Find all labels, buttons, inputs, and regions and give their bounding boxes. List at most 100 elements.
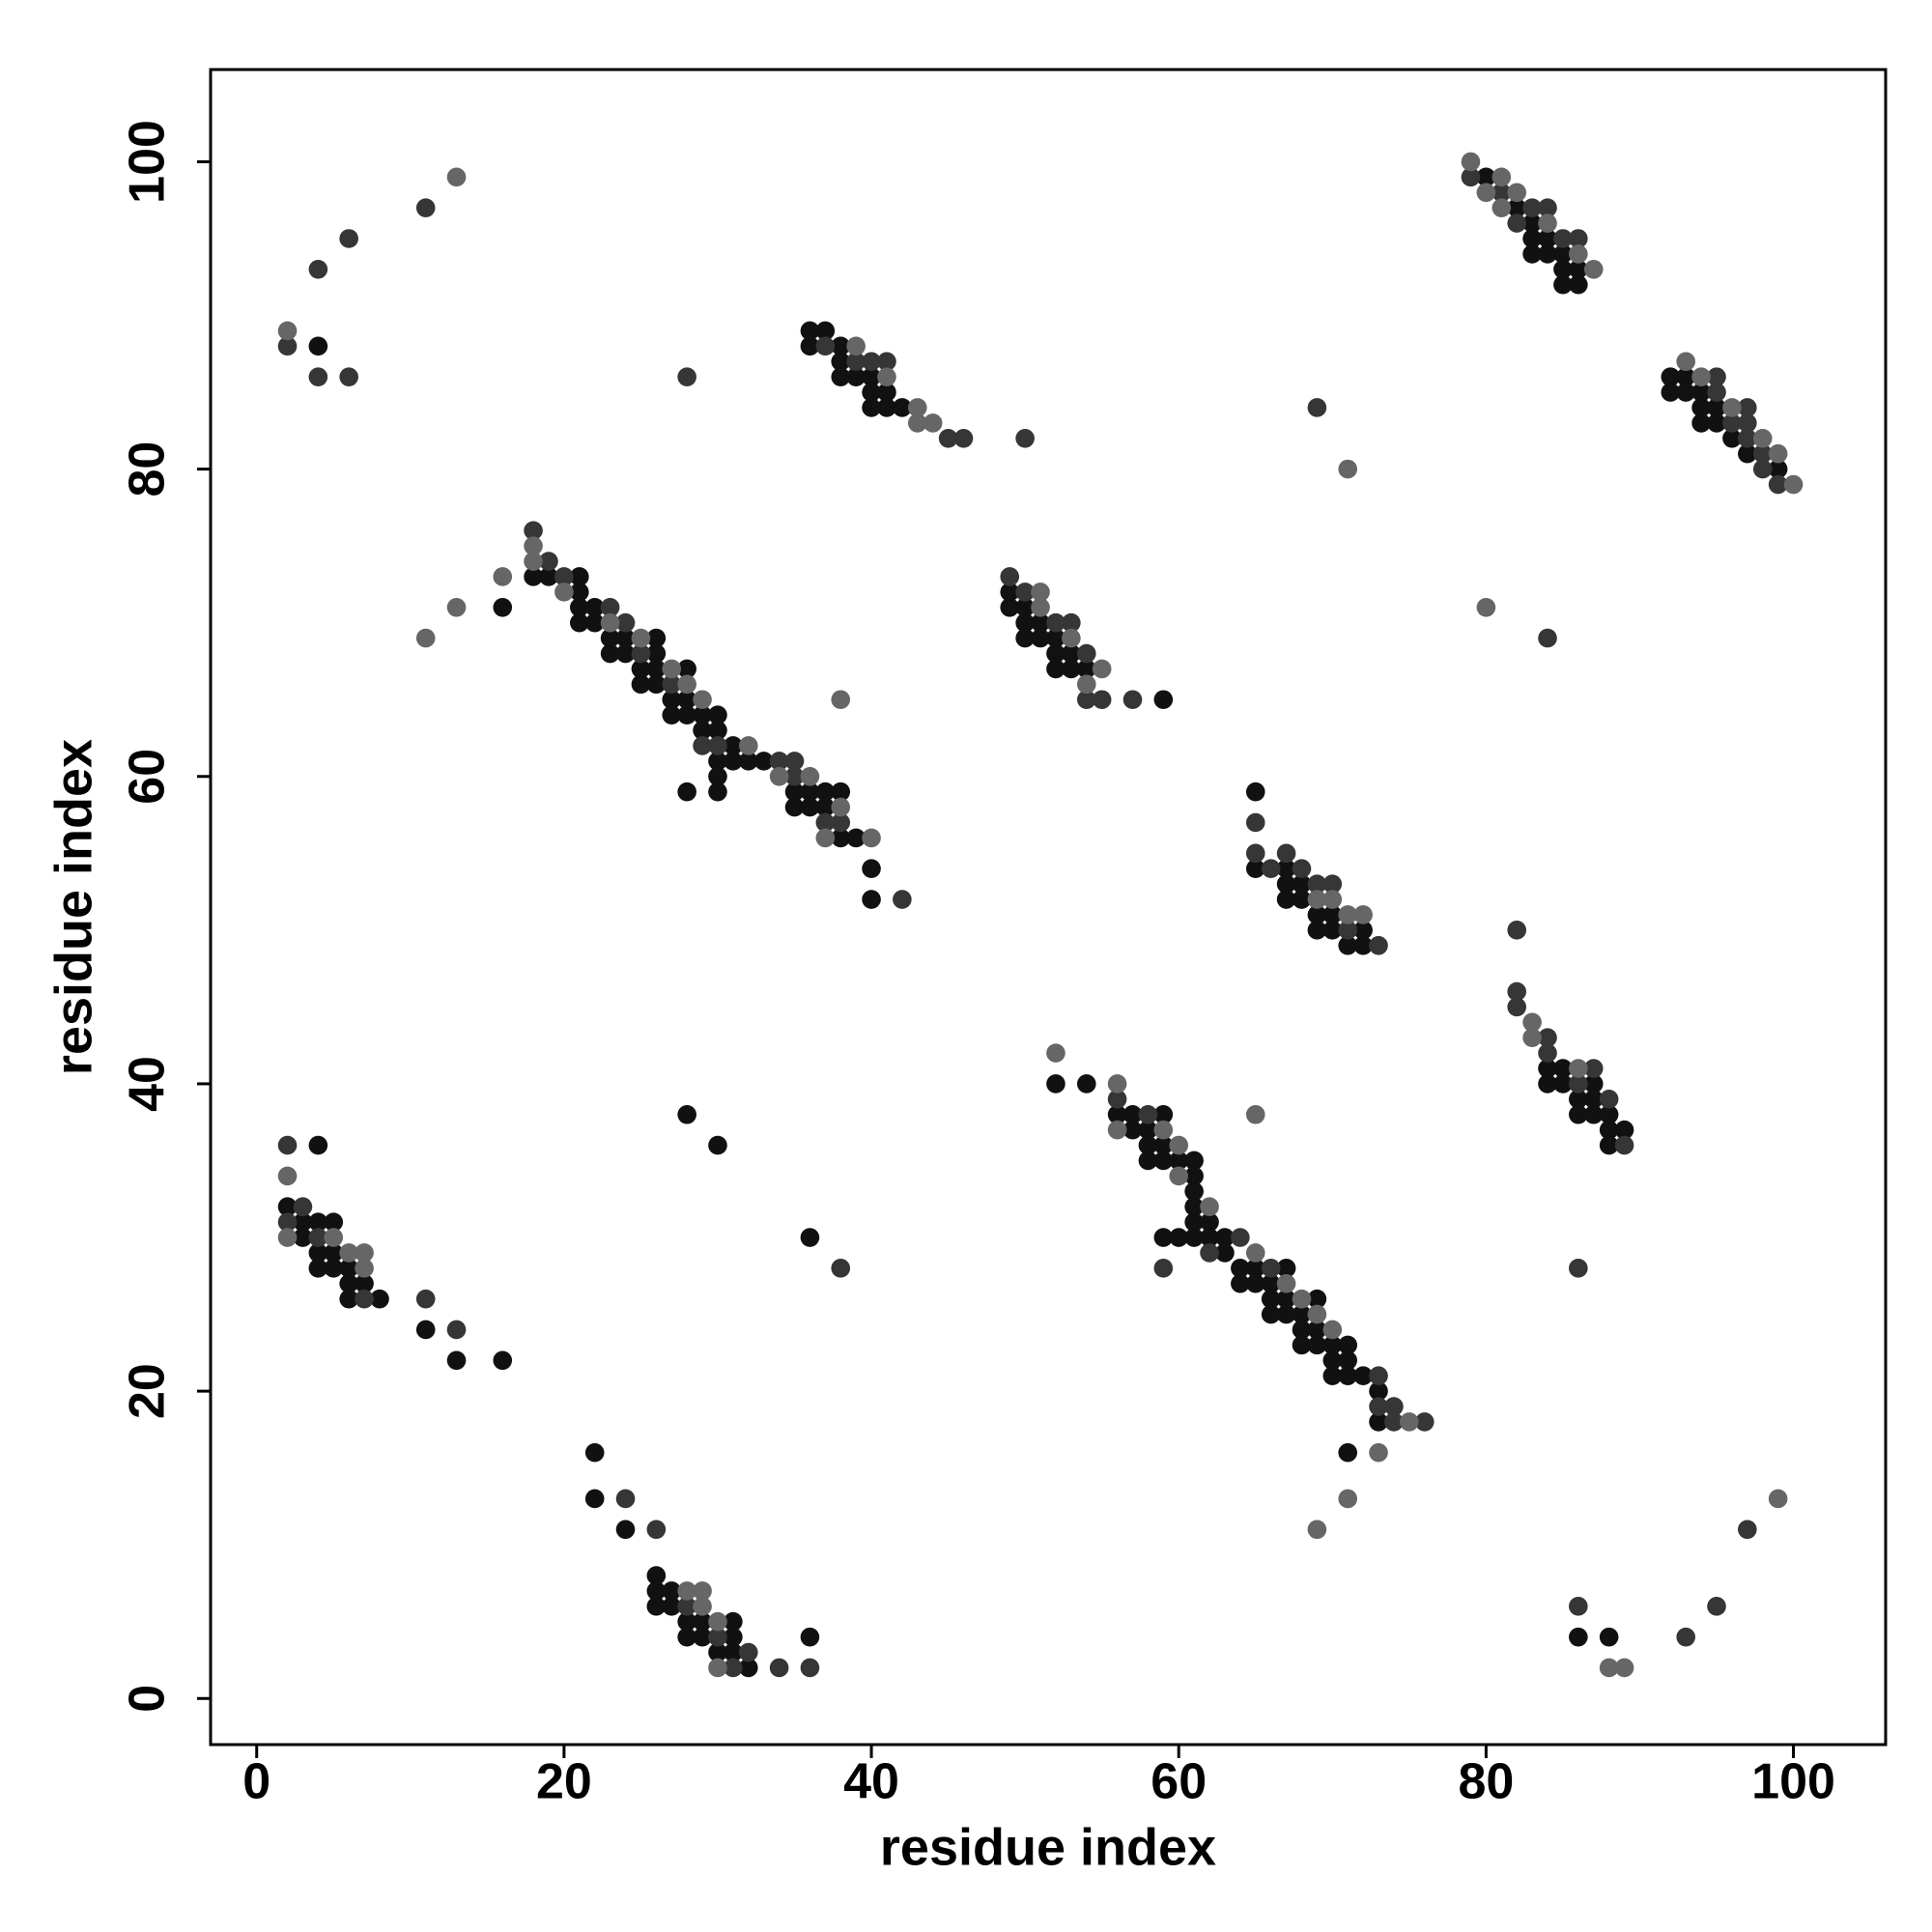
point [1538, 1074, 1557, 1094]
point [862, 367, 881, 386]
point [569, 612, 589, 633]
point [1046, 628, 1065, 648]
point [724, 1642, 743, 1662]
point [1184, 1151, 1204, 1171]
point [277, 1212, 298, 1232]
point [815, 797, 836, 817]
y-tick-label: 80 [120, 441, 176, 497]
point [569, 597, 589, 617]
point [862, 352, 881, 372]
point [662, 674, 682, 695]
point [662, 659, 682, 679]
point [1276, 1304, 1296, 1324]
point [1768, 459, 1788, 479]
point [1569, 1597, 1588, 1616]
point [1015, 628, 1035, 648]
point [831, 828, 851, 848]
point [277, 336, 298, 356]
point [1599, 1120, 1619, 1140]
point [1599, 1658, 1619, 1678]
point [308, 367, 328, 386]
point [308, 1243, 328, 1263]
point [631, 628, 651, 648]
point [1307, 1320, 1327, 1340]
point [1307, 1304, 1327, 1324]
point [724, 1627, 743, 1647]
point [1076, 659, 1096, 679]
point [893, 890, 912, 909]
point [1691, 413, 1711, 433]
point [355, 1273, 374, 1293]
point [693, 1581, 712, 1601]
point [1153, 1120, 1174, 1140]
point [1000, 567, 1020, 586]
x-tick-label: 40 [843, 1754, 899, 1810]
point [1752, 443, 1773, 464]
point [355, 1243, 374, 1263]
point [1215, 1243, 1235, 1263]
point [1338, 905, 1358, 924]
point [1338, 935, 1358, 955]
point [1569, 1090, 1588, 1109]
point [631, 659, 651, 679]
point [1322, 905, 1343, 924]
point [1507, 183, 1527, 203]
point [308, 260, 328, 279]
point [1062, 659, 1081, 679]
point [815, 321, 836, 341]
point [1353, 1366, 1373, 1386]
point [831, 336, 851, 356]
point [893, 398, 912, 417]
point [831, 690, 851, 710]
point [708, 752, 727, 771]
point [846, 828, 866, 848]
point [324, 1243, 344, 1263]
point [1307, 1520, 1327, 1540]
point [1569, 1627, 1588, 1647]
point [1292, 1335, 1312, 1355]
point [1292, 1320, 1312, 1340]
point [1292, 859, 1312, 879]
point [708, 1627, 727, 1647]
point [677, 1104, 696, 1124]
point [1569, 244, 1588, 264]
point [1015, 597, 1035, 617]
point [1583, 1059, 1604, 1078]
point [1107, 1090, 1127, 1109]
point [1569, 260, 1588, 279]
point [1153, 1151, 1174, 1171]
point [1676, 383, 1695, 402]
point [1276, 859, 1296, 879]
point [1031, 612, 1050, 633]
point [1476, 167, 1496, 187]
y-tick-label: 60 [120, 749, 176, 805]
point [1384, 1397, 1404, 1416]
point [1691, 367, 1711, 386]
point [1738, 398, 1757, 417]
point [677, 1627, 696, 1647]
point [1076, 643, 1096, 664]
point [753, 752, 774, 771]
point [693, 1597, 712, 1616]
point [815, 812, 836, 833]
point [646, 1581, 667, 1601]
point [693, 705, 712, 724]
point [1138, 1104, 1158, 1124]
point [1107, 1120, 1127, 1140]
point [1338, 1442, 1358, 1463]
point [600, 628, 620, 648]
point [815, 336, 836, 356]
point [1092, 690, 1112, 710]
x-tick-label: 0 [242, 1754, 270, 1810]
point [1031, 628, 1050, 648]
point [1676, 1627, 1695, 1647]
point [724, 1611, 743, 1632]
point [1538, 628, 1557, 648]
point [600, 612, 620, 633]
point [800, 336, 820, 356]
point [1292, 1304, 1312, 1324]
point [554, 582, 574, 602]
y-axis-title: residue index [44, 739, 102, 1075]
point [524, 536, 543, 555]
point [1707, 367, 1726, 386]
